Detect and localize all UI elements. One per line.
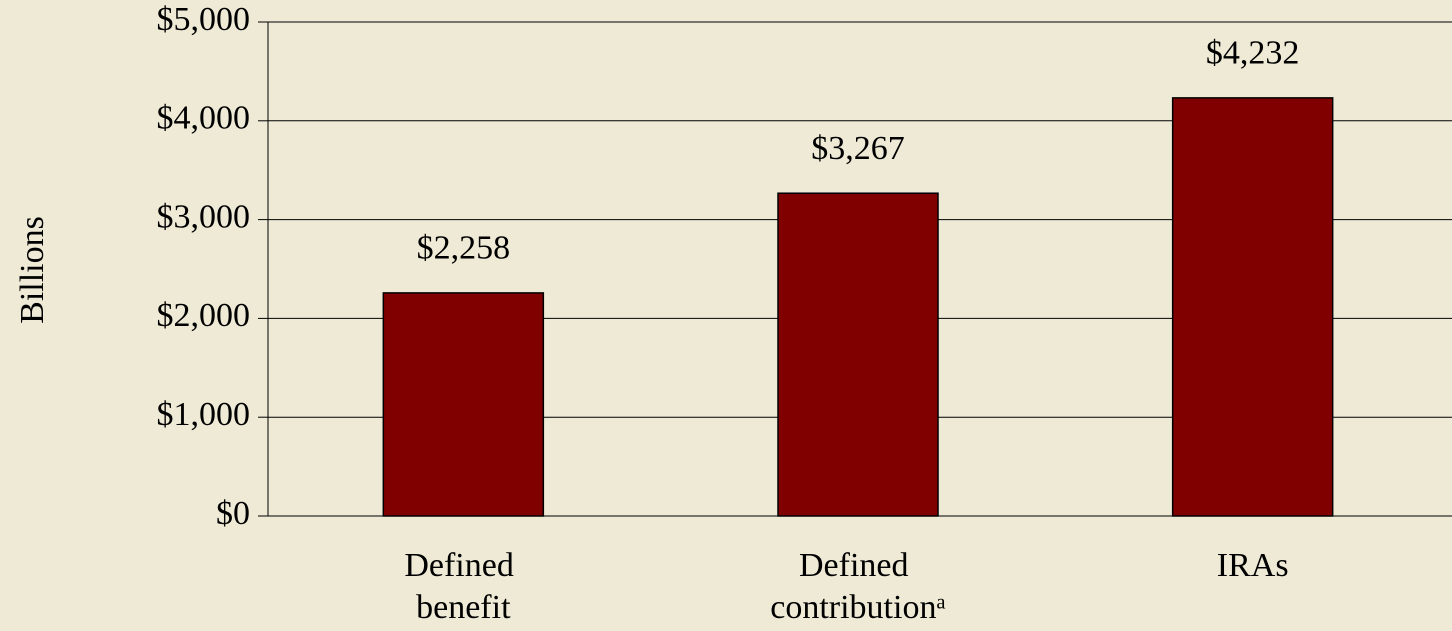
y-axis-label: Billions (14, 216, 51, 324)
bar (382, 292, 545, 517)
bar (777, 192, 939, 517)
y-tick-label: $0 (216, 495, 250, 532)
y-tick-label: $1,000 (157, 396, 251, 433)
x-tick-label: Defined contributionᵃ (770, 547, 946, 626)
x-tick-label: IRAs (1217, 547, 1289, 584)
bar (1171, 97, 1334, 517)
y-tick-label: $5,000 (157, 1, 251, 38)
value-label: $3,267 (811, 130, 905, 167)
value-label: $2,258 (417, 230, 511, 267)
y-tick-label: $4,000 (157, 100, 251, 137)
y-tick-label: $3,000 (157, 198, 251, 235)
x-tick-label: Defined benefit (404, 547, 522, 626)
y-tick-label: $2,000 (157, 297, 251, 334)
value-label: $4,232 (1206, 35, 1300, 72)
